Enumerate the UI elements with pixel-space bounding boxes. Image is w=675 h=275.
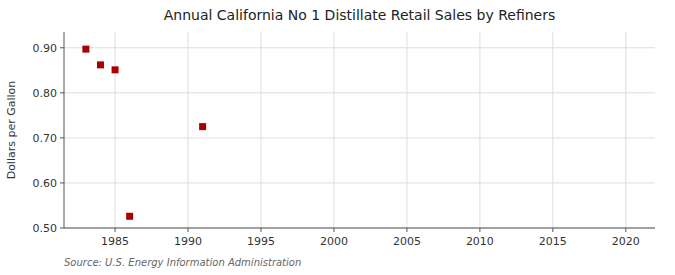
y-axis-label: Dollars per Gallon	[5, 81, 18, 180]
points	[82, 46, 206, 220]
x-tick	[333, 228, 334, 232]
y-tick	[60, 228, 64, 229]
y-tick-label: 0.60	[33, 177, 58, 190]
grid-line-y	[64, 47, 655, 48]
y-tick	[60, 182, 64, 183]
ticks: 0.50 0.60 0.70 0.80 0.90 1985 1990 1995 2000 2005…	[33, 42, 640, 248]
x-tick-label: 2010	[466, 235, 494, 248]
x-tick	[261, 228, 262, 232]
x-tick-label: 1995	[247, 235, 275, 248]
x-tick-label: 2000	[320, 235, 348, 248]
x-tick-label: 2020	[612, 235, 640, 248]
y-tick	[60, 92, 64, 93]
y-tick	[60, 47, 64, 48]
chart-svg: 0.50 0.60 0.70 0.80 0.90 1985 1990 1995 2000 2005…	[0, 0, 675, 275]
x-axis-line	[64, 228, 655, 229]
grid-line-x	[406, 32, 407, 228]
chart-container: 0.50 0.60 0.70 0.80 0.90 1985 1990 1995 2000 2005…	[0, 0, 675, 275]
x-tick-label: 1985	[101, 235, 129, 248]
y-tick	[60, 137, 64, 138]
grid	[64, 32, 655, 228]
x-tick-label: 2005	[393, 235, 421, 248]
y-axis-line	[64, 32, 65, 228]
grid-line-y	[64, 182, 655, 183]
point	[112, 66, 119, 73]
y-tick-label: 0.50	[33, 222, 58, 235]
point	[199, 123, 206, 130]
grid-line-y	[64, 92, 655, 93]
x-tick	[115, 228, 116, 232]
grid-line-x	[188, 32, 189, 228]
x-tick	[406, 228, 407, 232]
x-tick	[479, 228, 480, 232]
grid-line-y	[64, 228, 655, 229]
grid-line-x	[552, 32, 553, 228]
grid-line-x	[115, 32, 116, 228]
title: Annual California No 1 Distillate Retail…	[164, 7, 556, 23]
grid-line-x	[479, 32, 480, 228]
x-tick-label: 2015	[539, 235, 567, 248]
grid-line-x	[261, 32, 262, 228]
source-note: Source: U.S. Energy Information Administ…	[64, 257, 301, 268]
point	[82, 46, 89, 53]
grid-line-x	[625, 32, 626, 228]
y-tick-label: 0.70	[33, 132, 58, 145]
y-tick-label: 0.90	[33, 42, 58, 55]
x-tick	[188, 228, 189, 232]
grid-line-x	[333, 32, 334, 228]
x-tick	[552, 228, 553, 232]
grid-line-y	[64, 137, 655, 138]
x-tick	[625, 228, 626, 232]
point	[97, 61, 104, 68]
point	[126, 213, 133, 220]
x-tick-label: 1990	[174, 235, 202, 248]
y-tick-label: 0.80	[33, 87, 58, 100]
